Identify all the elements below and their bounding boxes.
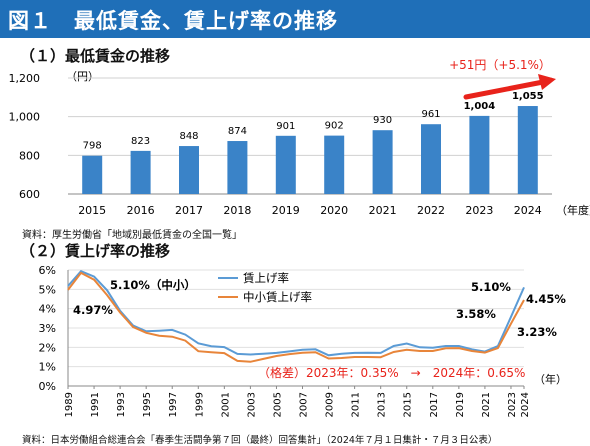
label-small-1989: 4.97% xyxy=(73,303,113,317)
x-tick-label: 2015 xyxy=(78,204,106,217)
legend-label: 中小賃上げ率 xyxy=(243,290,312,304)
x-tick-label: 1995 xyxy=(142,392,153,417)
x-tick-label: 2021 xyxy=(481,392,492,417)
bar-value-label: 798 xyxy=(83,141,102,152)
y-tick-label: 4% xyxy=(39,303,56,316)
bar xyxy=(421,124,441,194)
x-tick-label: 2015 xyxy=(403,392,414,417)
y-tick-label: 1,000 xyxy=(9,111,41,124)
x-tick-label: 1999 xyxy=(194,392,205,417)
y-tick-label: 1% xyxy=(39,361,56,374)
section2-source: 資料：日本労働組合総連合会「春季生活闘争第７回（最終）回答集計」（2024年７月… xyxy=(22,435,498,446)
x-tick-label: 2023 xyxy=(465,204,493,217)
series-line-small xyxy=(67,271,525,363)
x-tick-label: 2022 xyxy=(417,204,445,217)
x-tick-label: 2016 xyxy=(127,204,155,217)
y-tick-label: 5% xyxy=(39,283,56,296)
x-tick-label: 2024 xyxy=(520,392,531,417)
x-tick-label: 2020 xyxy=(320,204,348,217)
x-tick-label: 2011 xyxy=(351,392,362,417)
bar-value-label: 901 xyxy=(276,121,295,132)
x-tick-label: 2013 xyxy=(377,392,388,417)
section2-title: （２）賃上げ率の推移 xyxy=(20,242,171,260)
bar-value-label: 874 xyxy=(228,126,247,137)
bar-value-label: 961 xyxy=(421,109,440,120)
bar xyxy=(130,150,151,194)
x-tick-label: 2007 xyxy=(299,392,310,417)
bar-value-label: 1,004 xyxy=(464,101,496,112)
bar xyxy=(227,141,248,194)
bar-value-label: 1,055 xyxy=(512,91,544,102)
section1-source: 資料：厚生労働省「地域別最低賃金の全国一覧」 xyxy=(22,230,242,241)
legend-label: 賃上げ率 xyxy=(243,271,289,285)
x-tick-label: 2017 xyxy=(429,392,440,417)
label-small-2024: 4.45% xyxy=(526,292,566,306)
increase-annotation: +51円（+5.1%） xyxy=(449,58,551,72)
bar xyxy=(275,135,296,194)
section1-title: （１）最低賃金の推移 xyxy=(20,47,171,65)
x-tick-label: 2024 xyxy=(514,204,542,217)
label-major-2024: 5.10% xyxy=(471,280,511,294)
x-tick-label: 2021 xyxy=(369,204,397,217)
increase-arrow-shaft xyxy=(463,79,546,100)
x-tick-label: 2003 xyxy=(246,392,257,417)
y-tick-label: 800 xyxy=(19,149,40,162)
x-tick-label: 1991 xyxy=(90,392,101,417)
bar-value-label: 823 xyxy=(131,136,150,147)
x-tick-label: 2023 xyxy=(507,392,518,417)
bar xyxy=(324,135,345,194)
bar xyxy=(179,146,199,194)
bar xyxy=(469,115,490,194)
x-tick-label: 2019 xyxy=(455,392,466,417)
y-tick-label: 3% xyxy=(39,322,56,335)
x-tick-label: 2018 xyxy=(223,204,251,217)
series-line-major xyxy=(67,270,525,357)
x-unit-label: （年） xyxy=(534,372,567,386)
x-tick-label: 2005 xyxy=(272,392,283,417)
bar-value-label: 902 xyxy=(325,121,344,132)
header-banner: 図１ 最低賃金、賃上げ率の推移 xyxy=(0,0,590,38)
label-small-1997: 5.10%（中小） xyxy=(110,278,196,292)
label-major-2023: 3.58% xyxy=(456,307,496,321)
y-tick-label: 600 xyxy=(19,188,40,201)
x-unit-label: （年度） xyxy=(556,203,590,217)
bar-value-label: 848 xyxy=(179,131,198,142)
y-tick-label: 2% xyxy=(39,341,56,354)
bar xyxy=(517,106,538,194)
bar xyxy=(372,130,393,194)
gap-note: （格差）2023年：0.35% → 2024年：0.65% xyxy=(258,365,525,380)
bar xyxy=(82,155,103,194)
x-tick-label: 2017 xyxy=(175,204,203,217)
x-tick-label: 2019 xyxy=(272,204,300,217)
label-small-2023: 3.23% xyxy=(517,325,557,339)
y-tick-label: 6% xyxy=(39,264,56,277)
y-tick-label: 0% xyxy=(39,380,56,393)
y-unit-label: （円） xyxy=(66,70,99,83)
x-tick-label: 2009 xyxy=(325,392,336,417)
x-tick-label: 1993 xyxy=(116,392,127,417)
y-tick-label: 1,200 xyxy=(9,72,41,85)
bar-value-label: 930 xyxy=(373,115,392,126)
x-tick-label: 1997 xyxy=(168,392,179,417)
x-tick-label: 2001 xyxy=(220,392,231,417)
increase-arrow-head xyxy=(538,74,556,90)
x-tick-label: 1989 xyxy=(64,392,75,417)
page-title: 図１ 最低賃金、賃上げ率の推移 xyxy=(8,9,338,33)
